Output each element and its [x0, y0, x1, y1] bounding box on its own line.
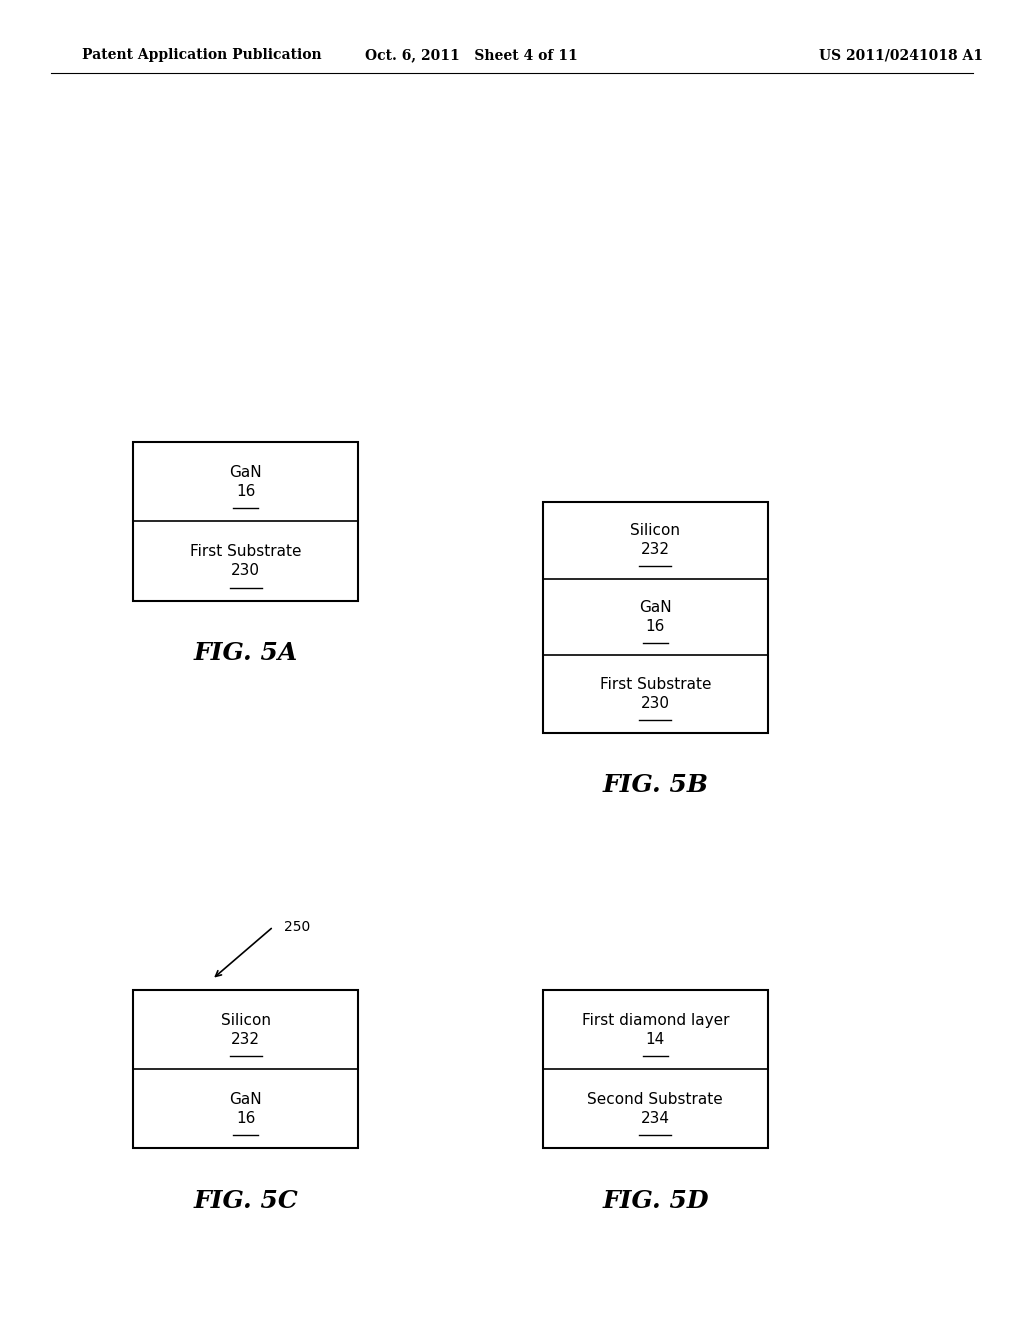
Text: FIG. 5A: FIG. 5A: [194, 642, 298, 665]
Text: 234: 234: [641, 1111, 670, 1126]
Text: First Substrate: First Substrate: [600, 677, 711, 692]
Text: GaN: GaN: [229, 1092, 262, 1106]
Text: FIG. 5B: FIG. 5B: [602, 774, 709, 797]
FancyBboxPatch shape: [133, 442, 358, 601]
FancyBboxPatch shape: [543, 502, 768, 733]
FancyBboxPatch shape: [133, 990, 358, 1148]
Text: Oct. 6, 2011   Sheet 4 of 11: Oct. 6, 2011 Sheet 4 of 11: [365, 49, 578, 62]
Text: 16: 16: [237, 1111, 255, 1126]
Text: 16: 16: [646, 619, 665, 634]
Text: FIG. 5D: FIG. 5D: [602, 1189, 709, 1213]
Text: 16: 16: [237, 484, 255, 499]
Text: Silicon: Silicon: [631, 523, 680, 539]
Text: First diamond layer: First diamond layer: [582, 1012, 729, 1027]
Text: 250: 250: [284, 920, 310, 933]
Text: 232: 232: [641, 541, 670, 557]
Text: 14: 14: [646, 1032, 665, 1047]
Text: FIG. 5C: FIG. 5C: [194, 1189, 298, 1213]
Text: GaN: GaN: [229, 465, 262, 479]
Text: GaN: GaN: [639, 601, 672, 615]
Text: 232: 232: [231, 1032, 260, 1047]
Text: First Substrate: First Substrate: [190, 544, 301, 558]
Text: 230: 230: [231, 564, 260, 578]
Text: Patent Application Publication: Patent Application Publication: [82, 49, 322, 62]
Text: Second Substrate: Second Substrate: [588, 1092, 723, 1106]
FancyBboxPatch shape: [543, 990, 768, 1148]
Text: 230: 230: [641, 696, 670, 710]
Text: Silicon: Silicon: [221, 1012, 270, 1027]
Text: US 2011/0241018 A1: US 2011/0241018 A1: [819, 49, 983, 62]
